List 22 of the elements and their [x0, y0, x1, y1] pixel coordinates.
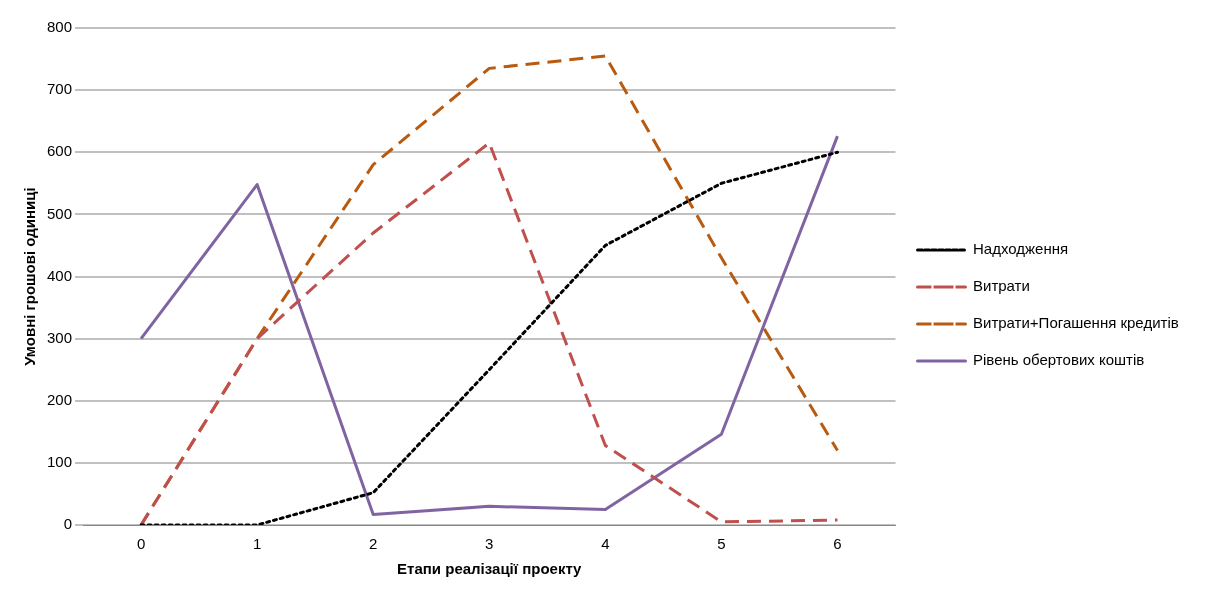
x-tick-label: 1 [252, 535, 262, 553]
x-tick-label: 5 [717, 535, 726, 553]
y-tick-label: 600 [47, 142, 73, 160]
x-tick-label: 3 [485, 535, 494, 553]
x-tick-label: 2 [369, 535, 378, 553]
y-tick-label: 500 [47, 204, 73, 222]
y-tick-label: 700 [47, 80, 73, 98]
y-tick-label: 800 [47, 18, 73, 36]
x-tick-label: 6 [833, 535, 842, 553]
x-tick-label: 4 [601, 535, 610, 553]
legend-label: Надходження [973, 240, 1069, 258]
y-tick-label: 300 [47, 328, 73, 346]
x-tick-label: 0 [136, 535, 146, 553]
x-axis-title: Етапи реалізації проекту [397, 560, 583, 578]
y-tick-label: 200 [47, 390, 73, 408]
legend-label: Витрати+Погашення кредитів [973, 314, 1179, 332]
legend-label: Витрати [973, 277, 1030, 295]
legend-label: Рівень обертових коштів [973, 351, 1145, 369]
y-tick-label: 400 [47, 266, 73, 284]
y-tick-label: 0 [63, 515, 73, 533]
y-axis-title: Умовні грошові одиниці [21, 187, 39, 366]
y-tick-label: 100 [47, 453, 73, 471]
